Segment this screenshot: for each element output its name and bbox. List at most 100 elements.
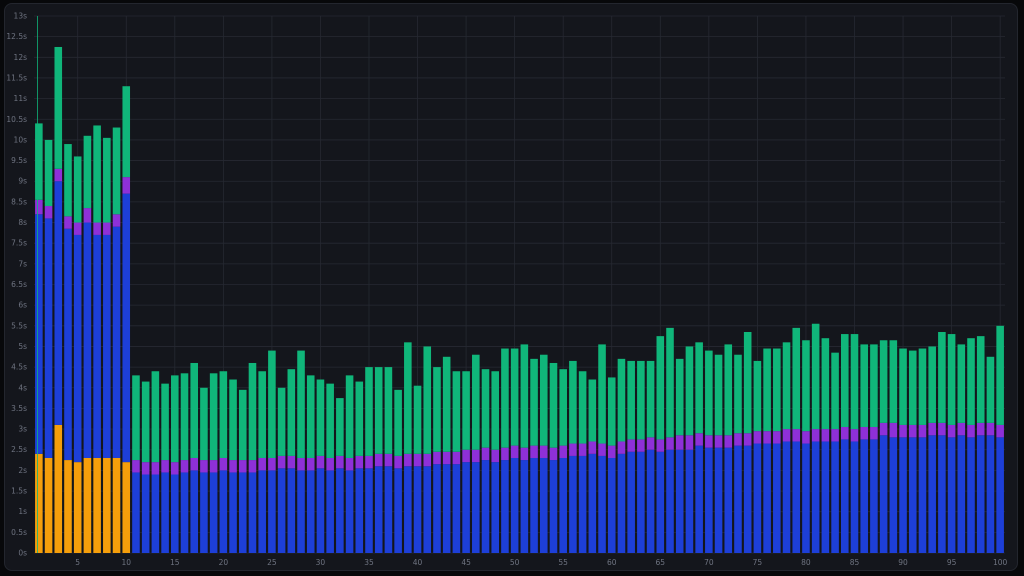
y-tick-label: 3s [18, 425, 27, 434]
bar-segment-series-2 [209, 472, 218, 553]
bar-segment-series-4 [297, 350, 305, 458]
x-tick-label: 60 [607, 558, 617, 567]
bar-segment-series-3 [306, 457, 315, 471]
bar-segment-series-1 [112, 457, 121, 553]
bar-segment-series-2 [219, 470, 228, 553]
bar-segment-series-4 [811, 323, 820, 430]
y-tick-label: 10s [14, 135, 28, 144]
bar-segment-series-4 [947, 334, 956, 425]
y-tick-label: 11.5s [6, 73, 27, 82]
y-tick-label: 8s [18, 218, 27, 227]
bar-segment-series-2 [316, 468, 325, 553]
bar-segment-series-4 [714, 354, 723, 436]
bar-segment-series-2 [947, 437, 956, 553]
bar-segment-series-2 [773, 443, 781, 553]
bar-segment-series-2 [879, 435, 888, 553]
x-tick-label: 45 [461, 558, 471, 567]
bar-segment-series-3 [209, 460, 218, 473]
bar-segment-series-4 [355, 381, 364, 456]
bar-segment-series-3 [753, 431, 762, 444]
bar-segment-series-3 [695, 433, 703, 446]
bar-segment-series-3 [35, 199, 43, 215]
bar-segment-series-4 [860, 344, 868, 428]
y-tick-label: 2.5s [11, 445, 27, 454]
bar-segment-series-4 [685, 346, 694, 436]
x-tick-label: 100 [993, 558, 1008, 567]
y-tick-label: 1s [18, 507, 27, 516]
bar-segment-series-3 [287, 455, 296, 469]
bar-segment-series-4 [607, 377, 616, 446]
bar-segment-series-4 [918, 348, 927, 425]
bar-segment-series-3 [316, 455, 325, 469]
bar-segment-series-2 [889, 437, 898, 553]
bar-segment-series-4 [248, 362, 257, 461]
bar-segment-series-2 [413, 466, 422, 553]
bar-segment-series-3 [73, 222, 82, 235]
bar-segment-series-2 [277, 468, 286, 553]
bar-segment-series-4 [112, 127, 121, 215]
bar-segment-series-3 [238, 460, 247, 473]
bar-segment-series-3 [724, 435, 733, 448]
bar-segment-series-1 [54, 424, 63, 553]
x-tick-label: 30 [316, 558, 326, 567]
bar-segment-series-2 [248, 472, 257, 553]
axis-labels: 0s 0.5s 1s 1.5s 2s 2.5s 3s 3.5s 4s 4.5s 5s 5.5s 6s 6.… [6, 12, 1007, 568]
bar-segment-series-3 [928, 422, 936, 436]
bar-segment-series-4 [209, 373, 218, 461]
bar-segment-series-4 [559, 369, 567, 446]
bar-segment-series-3 [802, 431, 810, 444]
bar-segment-series-4 [734, 354, 742, 434]
bar-segment-series-4 [578, 371, 587, 444]
bar-segment-series-2 [656, 451, 665, 553]
bar-segment-series-4 [151, 371, 160, 463]
bar-segment-series-4 [141, 381, 150, 463]
bar-segment-series-2 [811, 441, 820, 553]
bar-segment-series-3 [268, 457, 276, 471]
bar-segment-series-2 [442, 464, 451, 553]
bar-segment-series-2 [831, 441, 839, 553]
bar-segment-series-4 [433, 367, 441, 452]
bar-segment-series-1 [122, 462, 131, 553]
bar-segment-series-4 [423, 346, 432, 454]
bar-segment-series-2 [996, 437, 1004, 553]
bar-segment-series-3 [811, 429, 820, 442]
bar-segment-series-4 [171, 375, 179, 463]
bar-segment-series-3 [627, 439, 635, 452]
bar-segment-series-3 [986, 422, 995, 436]
bars [35, 16, 1004, 553]
bar-segment-series-2 [578, 455, 587, 553]
bar-segment-series-2 [501, 460, 509, 553]
bar-segment-series-4 [549, 362, 558, 448]
bar-segment-series-2 [73, 234, 82, 463]
bar-segment-series-4 [666, 327, 674, 438]
bar-segment-series-2 [394, 468, 402, 553]
bar-segment-series-4 [219, 371, 228, 458]
bar-segment-series-4 [840, 334, 849, 428]
bar-segment-series-2 [821, 441, 830, 553]
bar-segment-series-4 [908, 350, 917, 425]
bar-segment-series-4 [122, 86, 131, 178]
bar-segment-series-3 [617, 441, 626, 454]
bar-segment-series-3 [782, 429, 791, 442]
bar-segment-series-4 [462, 371, 470, 450]
x-tick-label: 80 [801, 558, 811, 567]
x-tick-label: 5 [75, 558, 80, 567]
bar-segment-series-4 [345, 375, 354, 458]
x-tick-label: 70 [704, 558, 714, 567]
bar-segment-series-3 [83, 208, 92, 223]
bar-segment-series-3 [879, 422, 888, 436]
bar-segment-series-4 [976, 336, 985, 423]
bar-segment-series-2 [200, 472, 208, 553]
y-tick-label: 5s [18, 342, 27, 351]
bar-segment-series-2 [229, 472, 237, 553]
bar-segment-series-4 [850, 334, 859, 430]
bar-segment-series-3 [355, 455, 364, 469]
bar-segment-series-4 [889, 340, 898, 423]
bar-segment-series-2 [607, 457, 616, 553]
bar-segment-series-2 [646, 449, 655, 553]
bar-segment-series-3 [297, 457, 305, 471]
bar-segment-series-3 [64, 216, 72, 229]
bar-segment-series-3 [549, 447, 558, 461]
bar-segment-series-2 [54, 181, 63, 425]
x-tick-label: 25 [267, 558, 277, 567]
